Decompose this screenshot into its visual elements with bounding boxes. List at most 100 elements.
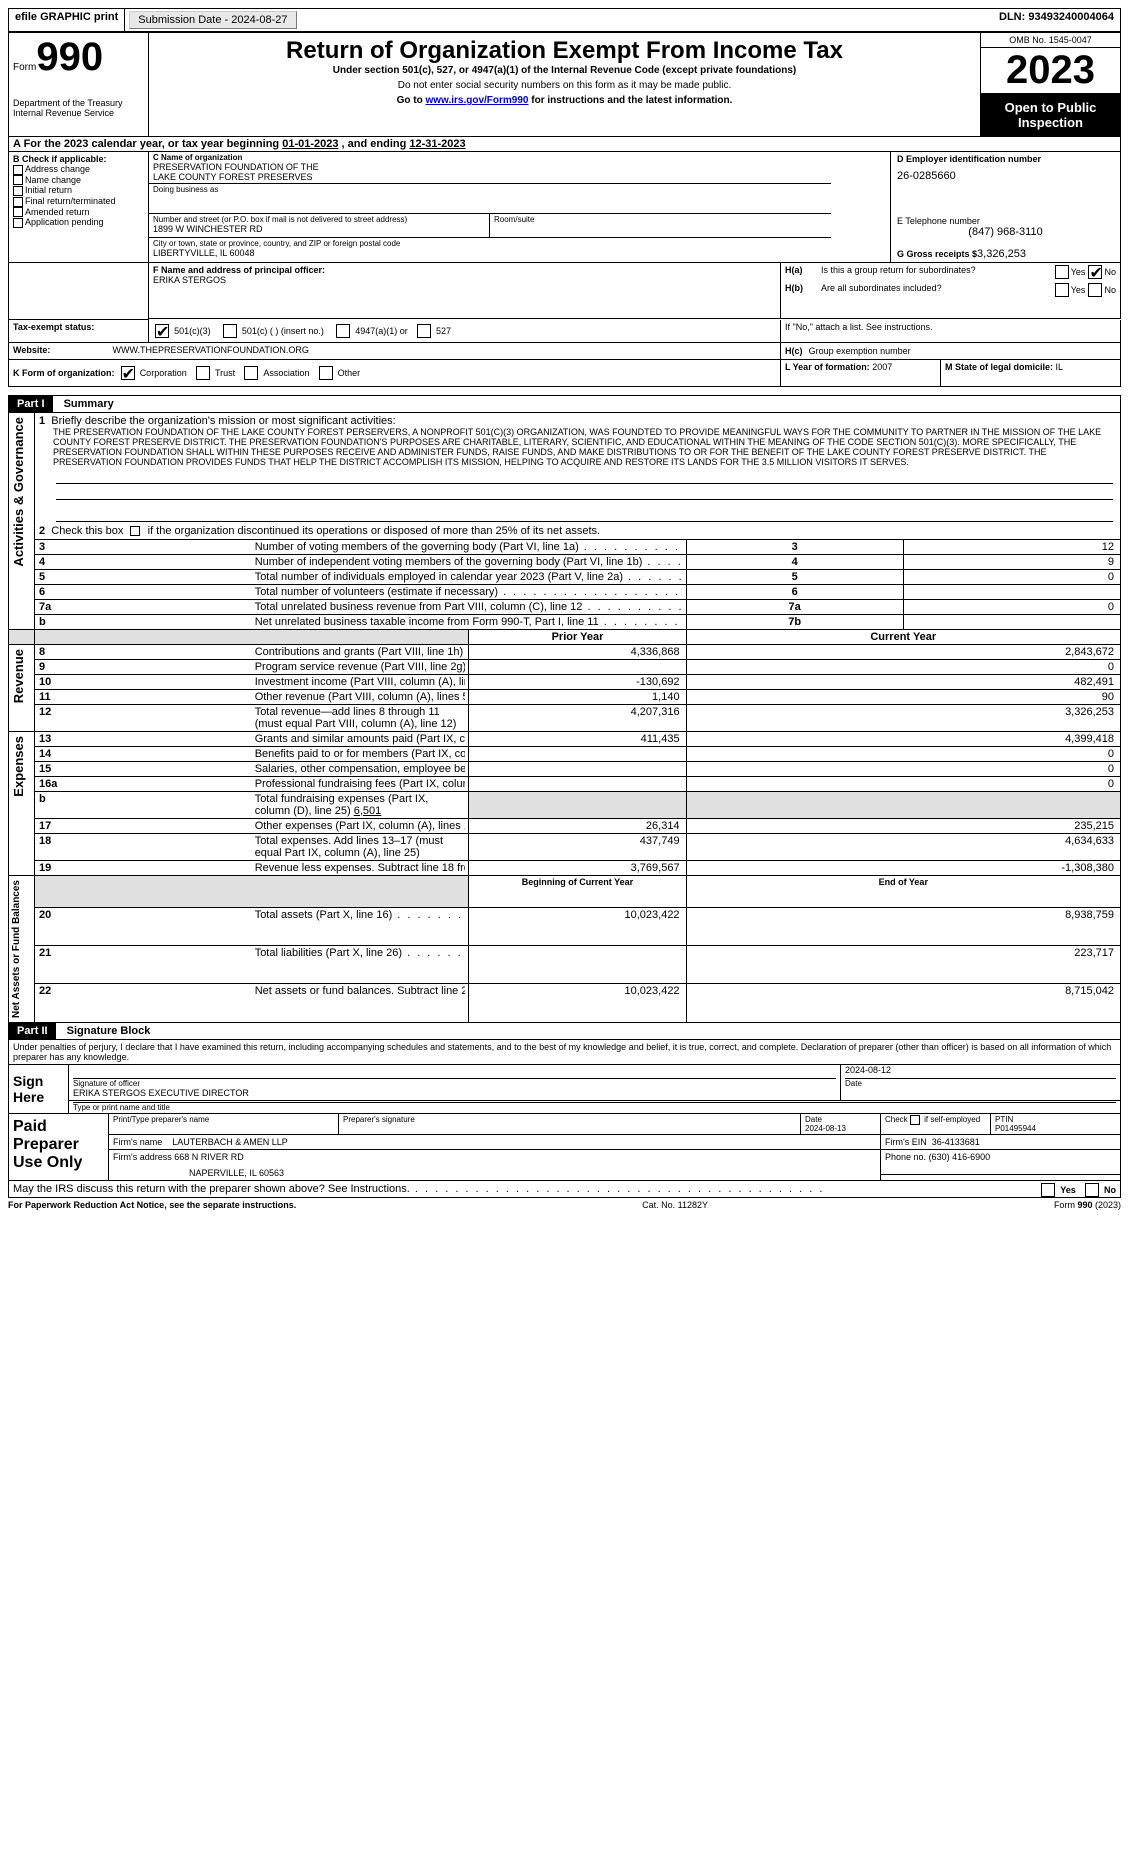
side-expenses: Expenses — [9, 732, 28, 801]
part2-label: Part II — [9, 1023, 56, 1039]
line8-label: Contributions and grants (Part VIII, lin… — [255, 646, 464, 658]
line16a-prior — [469, 776, 686, 791]
street-address: 1899 W WINCHESTER RD — [153, 224, 485, 234]
line16b-label: Total fundraising expenses (Part IX, col… — [255, 793, 429, 817]
box-d-label: D Employer identification number — [897, 154, 1114, 164]
submission-date-button[interactable]: Submission Date - 2024-08-27 — [129, 11, 296, 29]
ha-no-checkbox[interactable] — [1088, 265, 1102, 279]
part1-header-row: Part I Summary — [8, 395, 1121, 412]
line18-current: 4,634,633 — [686, 833, 1120, 860]
line4-label: Number of independent voting members of … — [255, 556, 643, 568]
line2-checkbox[interactable] — [130, 526, 140, 536]
line19-current: -1,308,380 — [686, 860, 1120, 875]
discuss-no-checkbox[interactable] — [1085, 1183, 1099, 1197]
line10-label: Investment income (Part VIII, column (A)… — [255, 676, 466, 688]
room-label: Room/suite — [494, 215, 827, 224]
line18-label: Total expenses. Add lines 13–17 (must eq… — [255, 835, 443, 859]
line9-current: 0 — [686, 659, 1120, 674]
sig-date-value: 2024-08-12 — [845, 1065, 1116, 1079]
4947-checkbox[interactable] — [336, 324, 350, 338]
checkbox-address-change[interactable] — [13, 165, 23, 175]
line20-end: 8,938,759 — [686, 908, 1120, 946]
org-name-1: PRESERVATION FOUNDATION OF THE — [153, 162, 827, 172]
other-checkbox[interactable] — [319, 366, 333, 380]
box-i-label: Tax-exempt status: — [9, 320, 149, 343]
discuss-row: May the IRS discuss this return with the… — [8, 1181, 1121, 1198]
box-l-label: L Year of formation: — [785, 362, 870, 372]
prep-date-value: 2024-08-13 — [805, 1124, 846, 1133]
line9-label: Program service revenue (Part VIII, line… — [255, 661, 466, 673]
box-b-label: B Check if applicable: — [13, 154, 144, 164]
part2-header-row: Part II Signature Block — [8, 1023, 1121, 1039]
part1-title: Summary — [56, 398, 114, 410]
checkbox-final-return[interactable] — [13, 197, 23, 207]
dln-label: DLN: 93493240004064 — [993, 9, 1120, 31]
firm-ein-label: Firm's EIN — [885, 1137, 927, 1147]
hb-no-checkbox[interactable] — [1088, 283, 1102, 297]
irs-link[interactable]: www.irs.gov/Form990 — [425, 95, 528, 106]
line6-label: Total number of volunteers (estimate if … — [255, 586, 498, 598]
city-value: LIBERTYVILLE, IL 60048 — [153, 248, 827, 258]
line6-value — [903, 584, 1120, 599]
box-f-label: F Name and address of principal officer: — [153, 265, 776, 275]
city-label: City or town, state or province, country… — [153, 239, 827, 248]
ha-yes-checkbox[interactable] — [1055, 265, 1069, 279]
sign-here-table: Sign Here Signature of officer ERIKA STE… — [8, 1064, 1121, 1114]
dept-treasury: Department of the Treasury — [13, 98, 144, 108]
firm-name-label: Firm's name — [113, 1137, 162, 1147]
ein-value: 26-0285660 — [897, 170, 1114, 182]
firm-phone-label: Phone no. — [885, 1152, 926, 1162]
line12-label: Total revenue—add lines 8 through 11 (mu… — [255, 706, 457, 730]
hb-yes-checkbox[interactable] — [1055, 283, 1069, 297]
side-net-assets: Net Assets or Fund Balances — [9, 876, 24, 1022]
firm-phone-value: (630) 416-6900 — [929, 1152, 991, 1162]
checkbox-initial-return[interactable] — [13, 186, 23, 196]
tax-year: 2023 — [981, 48, 1120, 94]
line18-prior: 437,749 — [469, 833, 686, 860]
trust-checkbox[interactable] — [196, 366, 210, 380]
line14-current: 0 — [686, 746, 1120, 761]
year-formation: 2007 — [872, 362, 892, 372]
line13-current: 4,399,418 — [686, 731, 1120, 746]
box-k-label: K Form of organization: — [13, 367, 115, 377]
box-c-name-label: C Name of organization — [153, 153, 827, 162]
line2-label: Check this box if the organization disco… — [51, 525, 600, 537]
prep-sig-label: Preparer's signature — [339, 1114, 801, 1135]
form-subtitle: Under section 501(c), 527, or 4947(a)(1)… — [153, 65, 976, 76]
form-label: Form — [13, 62, 36, 73]
end-year-header: End of Year — [686, 875, 1120, 908]
discuss-yes-checkbox[interactable] — [1041, 1183, 1055, 1197]
line15-label: Salaries, other compensation, employee b… — [255, 763, 466, 775]
paid-preparer-table: Paid Preparer Use Only Print/Type prepar… — [8, 1114, 1121, 1181]
line11-current: 90 — [686, 689, 1120, 704]
checkbox-name-change[interactable] — [13, 175, 23, 185]
501c3-checkbox[interactable] — [155, 324, 169, 338]
501c-checkbox[interactable] — [223, 324, 237, 338]
firm-addr2: NAPERVILLE, IL 60563 — [113, 1162, 876, 1178]
prep-name-label: Print/Type preparer's name — [109, 1114, 339, 1135]
line22-begin: 10,023,422 — [469, 984, 686, 1022]
box-e-label: E Telephone number — [897, 216, 1114, 226]
line21-begin — [469, 946, 686, 984]
checkbox-amended-return[interactable] — [13, 207, 23, 217]
box-j-label: Website: — [9, 343, 109, 360]
line16b-value: 6,501 — [354, 805, 382, 817]
line10-prior: -130,692 — [469, 674, 686, 689]
self-employed-checkbox[interactable] — [910, 1115, 920, 1125]
line14-label: Benefits paid to or for members (Part IX… — [255, 748, 466, 760]
assoc-checkbox[interactable] — [244, 366, 258, 380]
checkbox-app-pending[interactable] — [13, 218, 23, 228]
self-emp-label: Check if self-employed — [881, 1114, 991, 1135]
tax-year-end: 12-31-2023 — [409, 138, 465, 150]
line12-current: 3,326,253 — [686, 704, 1120, 731]
hb-note: If "No," attach a list. See instructions… — [781, 320, 1121, 343]
corp-checkbox[interactable] — [121, 366, 135, 380]
line20-begin: 10,023,422 — [469, 908, 686, 946]
line8-current: 2,843,672 — [686, 644, 1120, 659]
sig-officer-label: Signature of officer — [73, 1079, 836, 1088]
line3-value: 12 — [903, 539, 1120, 554]
line7b-value — [903, 614, 1120, 629]
line12-prior: 4,207,316 — [469, 704, 686, 731]
line-a: A For the 2023 calendar year, or tax yea… — [8, 137, 1121, 152]
527-checkbox[interactable] — [417, 324, 431, 338]
